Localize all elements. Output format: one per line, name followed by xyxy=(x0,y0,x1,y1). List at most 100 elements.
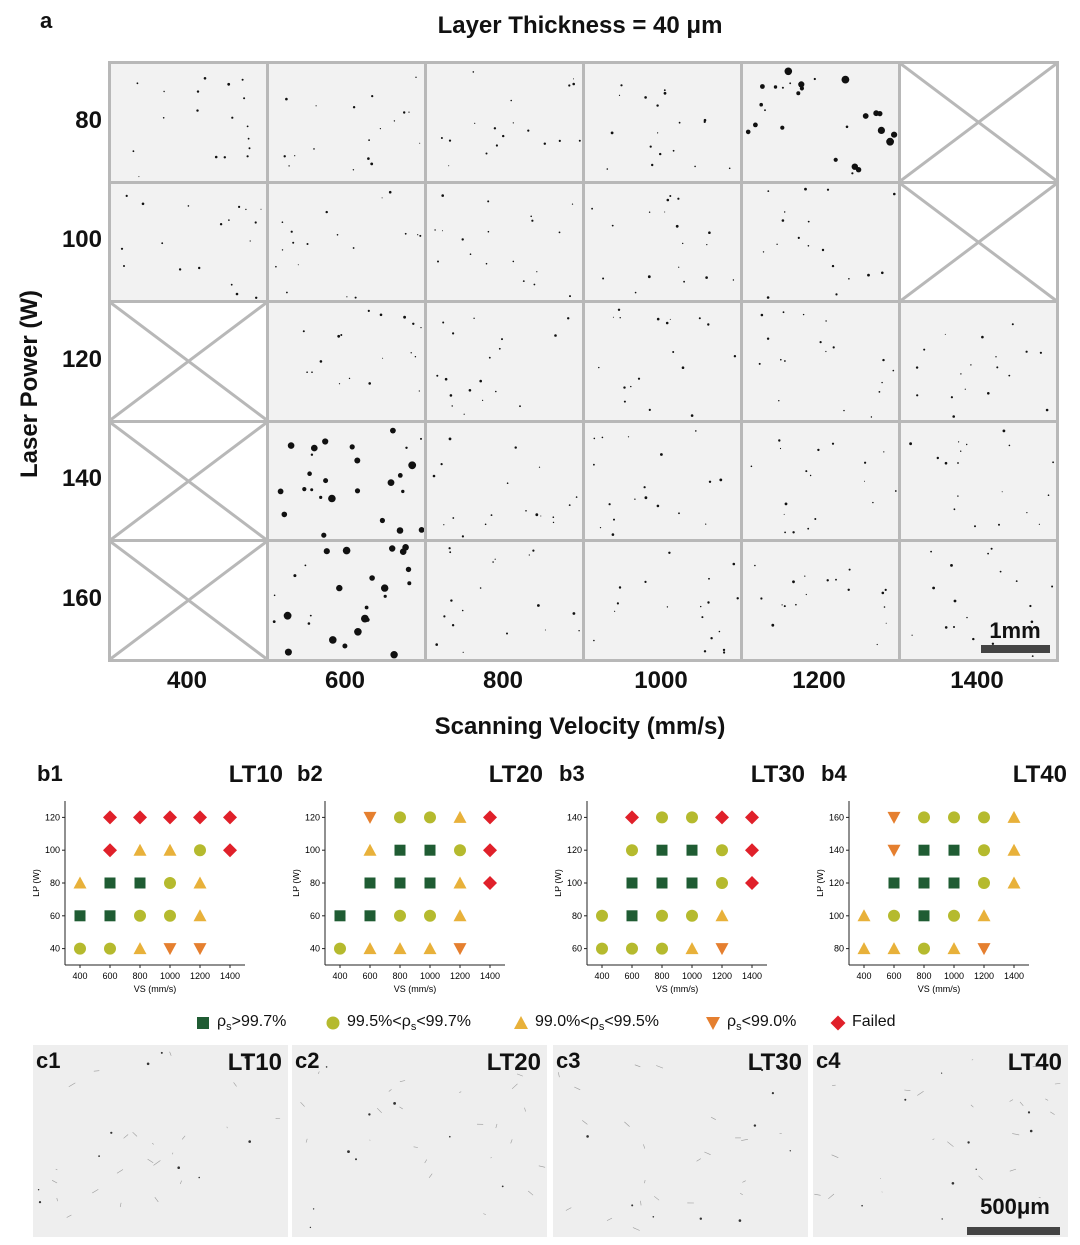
point-square xyxy=(364,877,376,889)
x-tick: 600 xyxy=(362,971,377,981)
point-circle xyxy=(948,811,960,824)
micrograph-cell xyxy=(266,61,427,184)
x-tick-label: 600 xyxy=(324,667,366,694)
y-tick: 60 xyxy=(572,944,582,954)
micrograph-cell xyxy=(266,180,427,303)
y-tick: 100 xyxy=(305,845,320,855)
point-circle xyxy=(978,811,990,824)
y-tick: 80 xyxy=(572,911,582,921)
x-tick: 1400 xyxy=(1004,971,1024,981)
panel-letter: b2 xyxy=(297,761,323,786)
scale-bar-500um xyxy=(967,1227,1060,1235)
point-triangle xyxy=(1007,810,1021,823)
point-square xyxy=(104,910,116,922)
y-tick: 120 xyxy=(829,878,844,888)
micrograph-cell xyxy=(582,180,743,303)
scatter-plot: 400 600 800 1000 1200 1400 40 60 80 100 120 VS (mm/… xyxy=(291,801,505,994)
point-triangle xyxy=(73,876,87,889)
micrograph-cell xyxy=(582,61,743,184)
point-triangle xyxy=(857,942,871,955)
legend-label: 99.5%<ρs<99.7% xyxy=(347,1013,472,1034)
y-axis-label: LP (W) xyxy=(817,869,825,897)
micrograph-c4: c4 LT40 xyxy=(813,1045,1068,1237)
point-triangle xyxy=(163,843,177,856)
x-tick-label: 400 xyxy=(166,667,208,694)
point-square xyxy=(686,877,698,889)
panel-a-letter: a xyxy=(40,8,53,33)
panel-lt-label: LT10 xyxy=(228,761,283,788)
x-tick: 1400 xyxy=(480,971,500,981)
point-triangle-down xyxy=(977,943,991,956)
y-tick-label: 80 xyxy=(75,106,102,134)
panel-lt-label: LT30 xyxy=(747,1049,802,1076)
y-tick: 60 xyxy=(50,911,60,921)
micrograph-cell xyxy=(108,180,269,303)
micrograph-cell xyxy=(424,300,585,423)
point-circle xyxy=(74,942,86,955)
micrograph-cell xyxy=(582,419,743,542)
point-circle xyxy=(686,811,698,824)
point-square xyxy=(626,910,638,922)
micrograph-cell xyxy=(582,539,743,662)
point-circle xyxy=(978,844,990,857)
micrograph-cell xyxy=(898,300,1059,423)
x-tick: 600 xyxy=(624,971,639,981)
point-triangle-down xyxy=(887,844,901,857)
y-axis-label: LP (W) xyxy=(293,869,301,897)
point-diamond xyxy=(223,810,237,825)
x-tick: 400 xyxy=(332,971,347,981)
process-map-b2: b2 LT20 400 600 800 1000 1200 1400 40 60 80 100 120 V… xyxy=(291,757,543,1007)
micrograph-c1: c1 LT10 xyxy=(33,1045,288,1237)
point-square xyxy=(334,910,346,922)
point-square xyxy=(948,877,960,889)
point-circle xyxy=(454,844,466,857)
point-diamond xyxy=(103,843,117,858)
failed-cell xyxy=(898,180,1059,303)
x-tick: 1400 xyxy=(220,971,240,981)
y-axis-label: LP (W) xyxy=(33,869,41,897)
process-map-b4: b4 LT40 400 600 800 1000 1200 1400 80 100 120 140 16… xyxy=(815,757,1067,1007)
panel-a-xlabel: Scanning Velocity (mm/s) xyxy=(434,713,726,740)
x-tick-label: 1000 xyxy=(634,667,688,694)
process-map-b1: b1 LT10 400 600 800 1000 1200 1400 40 60 80 100 120 V… xyxy=(31,757,283,1007)
micrograph-cell xyxy=(424,61,585,184)
x-tick: 800 xyxy=(392,971,407,981)
point-triangle xyxy=(453,810,467,823)
y-tick: 100 xyxy=(567,878,582,888)
point-circle xyxy=(626,942,638,955)
panel-a-ylabel: Laser Power (W) xyxy=(16,289,43,479)
x-tick: 800 xyxy=(654,971,669,981)
panel-letter: b4 xyxy=(821,761,847,786)
point-square xyxy=(686,844,698,856)
panel-letter: c3 xyxy=(556,1048,581,1073)
point-triangle-down xyxy=(193,943,207,956)
point-triangle-down xyxy=(363,811,377,824)
point-circle xyxy=(948,909,960,922)
y-tick: 140 xyxy=(567,812,582,822)
point-circle xyxy=(194,844,206,857)
point-square xyxy=(888,877,900,889)
scale-label-500um: 500μm xyxy=(980,1194,1050,1219)
panel-letter: b3 xyxy=(559,761,585,786)
micrograph-cell xyxy=(266,300,427,423)
micrograph-c2: c2 LT20 xyxy=(292,1045,547,1237)
scale-label-1mm: 1mm xyxy=(989,618,1041,643)
point-circle xyxy=(164,877,176,889)
y-tick: 120 xyxy=(567,845,582,855)
x-tick: 1200 xyxy=(190,971,210,981)
y-tick: 120 xyxy=(45,812,60,822)
failed-cell xyxy=(108,300,269,423)
point-square xyxy=(74,910,86,922)
x-tick: 1200 xyxy=(974,971,994,981)
point-triangle xyxy=(947,942,961,955)
point-circle xyxy=(918,942,930,955)
point-circle xyxy=(134,909,146,922)
panel-letter: c1 xyxy=(36,1048,61,1073)
point-triangle-down xyxy=(453,943,467,956)
x-tick: 1000 xyxy=(944,971,964,981)
point-circle xyxy=(626,844,638,857)
point-square xyxy=(656,877,668,889)
point-square xyxy=(104,877,116,889)
point-circle xyxy=(164,909,176,922)
point-diamond xyxy=(745,843,759,858)
